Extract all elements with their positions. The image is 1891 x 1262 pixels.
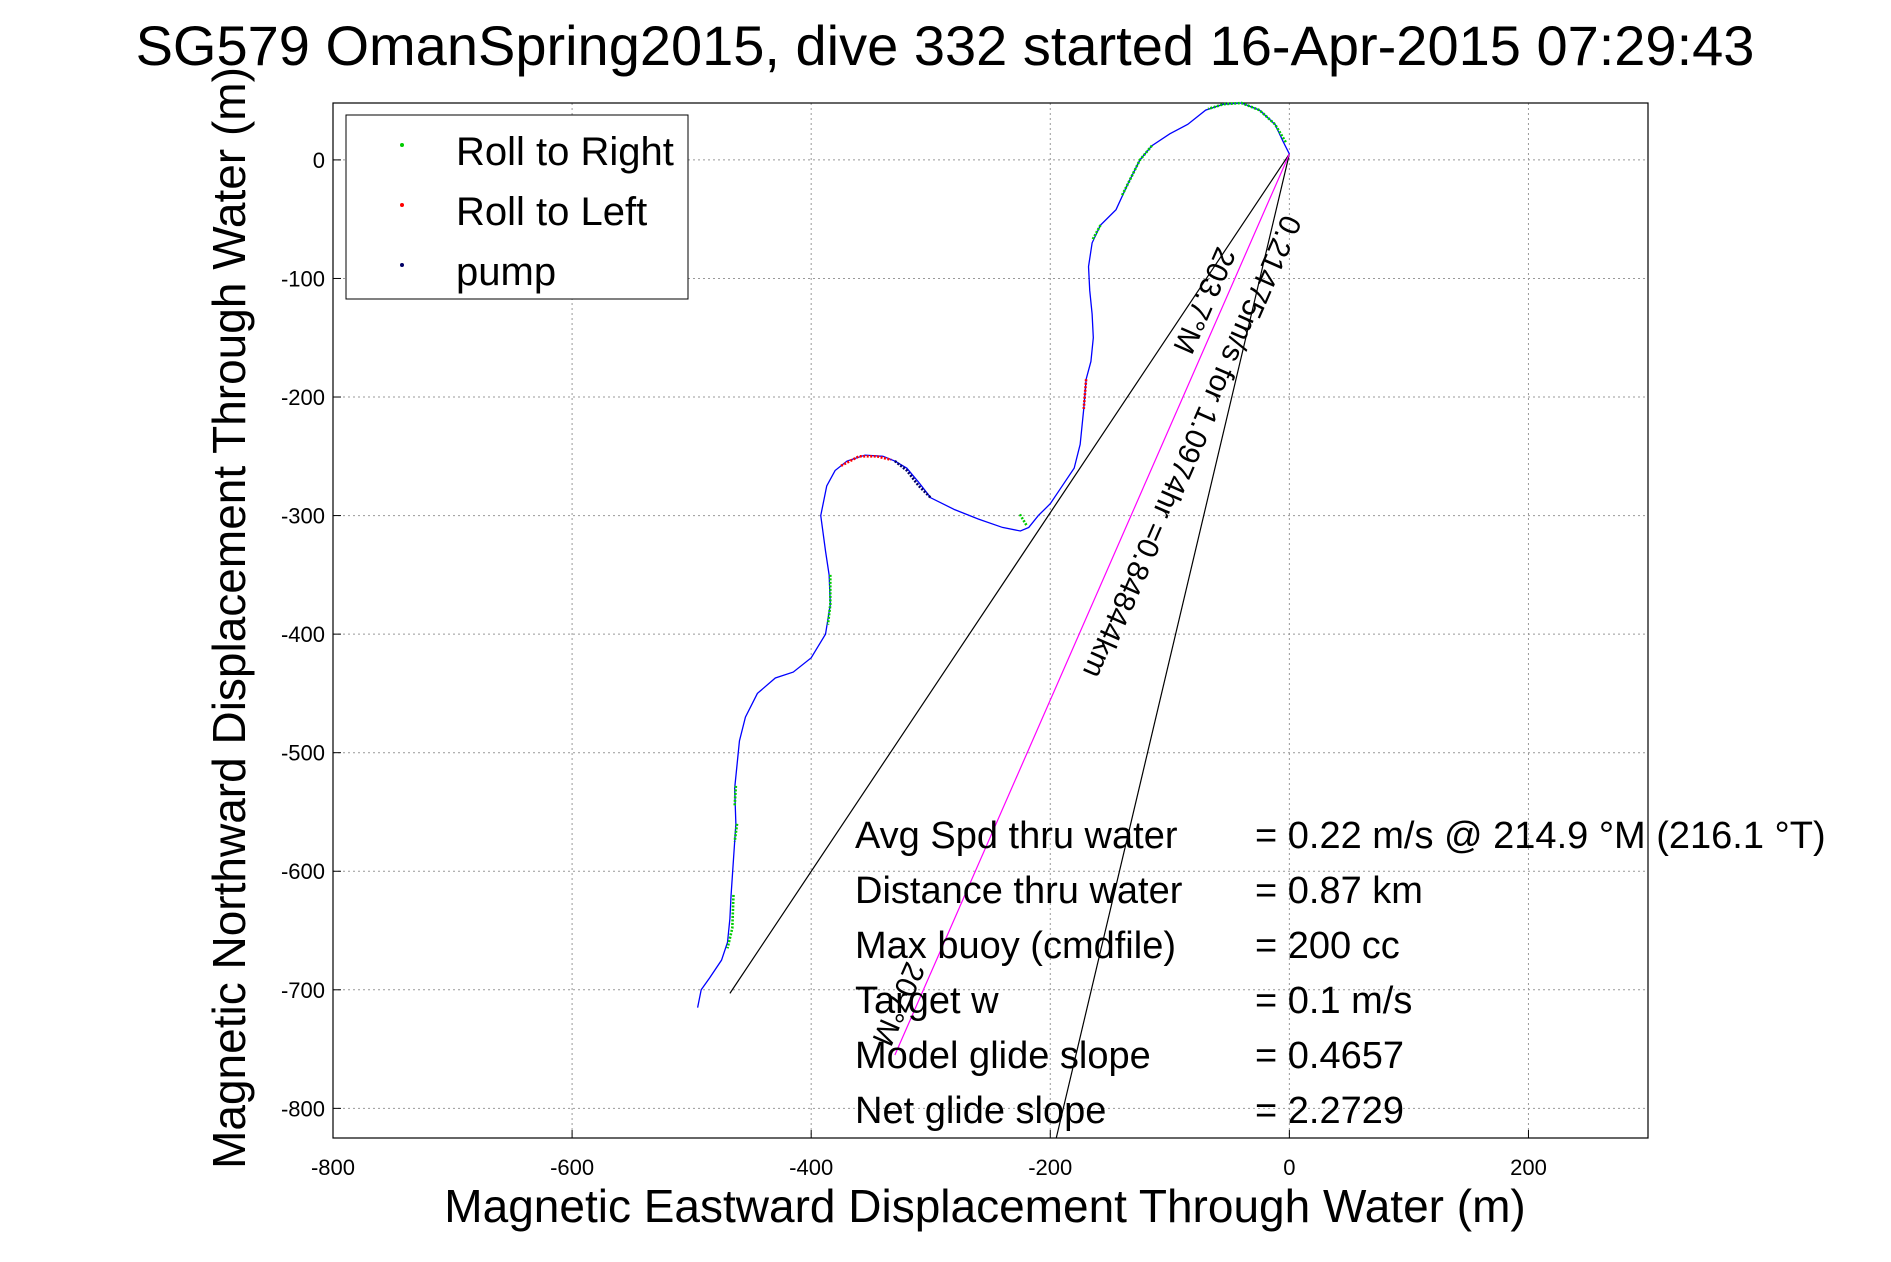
y-tick-label: 0 bbox=[313, 148, 325, 173]
roll-right-segment bbox=[1120, 144, 1153, 197]
y-tick-label: -400 bbox=[281, 622, 325, 647]
roll-right-segment bbox=[733, 823, 739, 842]
y-axis-label: Magnetic Northward Displacement Through … bbox=[203, 67, 255, 1169]
legend-label: Roll to Right bbox=[456, 130, 674, 174]
stat-label: Distance thru water bbox=[855, 870, 1183, 912]
legend-marker bbox=[400, 143, 404, 147]
track bbox=[696, 102, 1290, 1008]
x-tick-label: 200 bbox=[1510, 1155, 1547, 1180]
line-heading bbox=[894, 153, 1290, 1056]
x-tick-label: -400 bbox=[789, 1155, 833, 1180]
roll-right-segment bbox=[1018, 512, 1028, 526]
x-tick-label: 0 bbox=[1283, 1155, 1295, 1180]
line-ray_right bbox=[1055, 153, 1290, 1139]
y-tick-label: -600 bbox=[281, 859, 325, 884]
legend-label: pump bbox=[456, 250, 556, 294]
x-tick-label: -200 bbox=[1028, 1155, 1072, 1180]
roll-segments bbox=[726, 101, 1287, 949]
y-tick-label: -200 bbox=[281, 385, 325, 410]
track-line bbox=[696, 102, 1290, 1008]
roll-right-segment bbox=[826, 574, 832, 625]
pump-segment bbox=[894, 460, 932, 499]
plot-area bbox=[332, 102, 1649, 1139]
stat-value: = 200 cc bbox=[1255, 925, 1400, 967]
stat-label: Net glide slope bbox=[855, 1090, 1106, 1132]
chart-title: SG579 OmanSpring2015, dive 332 started 1… bbox=[136, 14, 1755, 77]
stat-label: Avg Spd thru water bbox=[855, 815, 1178, 857]
grid bbox=[332, 103, 1648, 1138]
stat-value: = 0.1 m/s bbox=[1255, 980, 1412, 1022]
stat-value: = 0.4657 bbox=[1255, 1035, 1404, 1077]
annotation-speed: 0.21475m/s for 1.0974hr =0.84844km bbox=[1076, 210, 1307, 682]
y-tick-label: -800 bbox=[281, 1096, 325, 1121]
y-tick-label: -700 bbox=[281, 978, 325, 1003]
stat-label: Model glide slope bbox=[855, 1035, 1151, 1077]
y-tick-label: -300 bbox=[281, 504, 325, 529]
roll-left-segment bbox=[1082, 379, 1088, 409]
line-ray_left bbox=[729, 153, 1290, 994]
roll-right-segment bbox=[1207, 101, 1287, 143]
x-tick-label: -800 bbox=[311, 1155, 355, 1180]
reference-lines bbox=[729, 153, 1290, 1139]
legend: Roll to Right Roll to Left pump bbox=[345, 114, 689, 300]
y-axis-ticks: 0 -100 -200 -300 -400 -500 -600 -700 -800 bbox=[281, 148, 341, 1121]
stat-label: Max buoy (cmdfile) bbox=[855, 925, 1176, 967]
roll-right-segment bbox=[726, 894, 735, 949]
legend-marker bbox=[400, 203, 404, 207]
stat-value: = 2.2729 bbox=[1255, 1090, 1404, 1132]
x-tick-label: -600 bbox=[550, 1155, 594, 1180]
legend-marker bbox=[400, 263, 404, 267]
legend-label: Roll to Left bbox=[456, 190, 647, 234]
stat-value: = 0.22 m/s @ 214.9 °M (216.1 °T) bbox=[1255, 815, 1826, 857]
stats-block: Avg Spd thru water = 0.22 m/s @ 214.9 °M … bbox=[855, 815, 1826, 1132]
x-axis-ticks: -800 -600 -400 -200 0 200 bbox=[311, 1130, 1547, 1180]
y-tick-label: -100 bbox=[281, 266, 325, 291]
stat-label: Target w bbox=[855, 980, 999, 1022]
x-axis-label: Magnetic Eastward Displacement Through W… bbox=[444, 1180, 1525, 1232]
stat-value: = 0.87 km bbox=[1255, 870, 1423, 912]
roll-right-segment bbox=[1090, 224, 1102, 242]
roll-left-segment bbox=[840, 454, 892, 467]
y-tick-label: -500 bbox=[281, 741, 325, 766]
